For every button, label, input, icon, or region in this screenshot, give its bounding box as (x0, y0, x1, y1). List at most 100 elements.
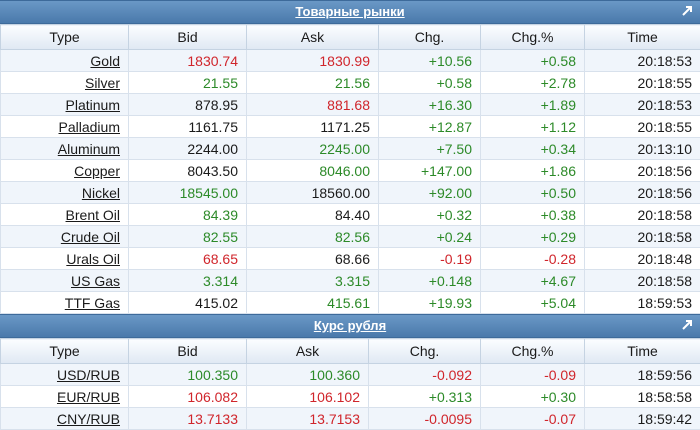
time-cell: 20:18:55 (585, 116, 700, 138)
change-cell: +19.93 (379, 292, 481, 314)
instrument-link[interactable]: Urals Oil (66, 251, 120, 267)
type-cell: TTF Gas (1, 292, 129, 314)
change-cell: +0.313 (369, 386, 481, 408)
instrument-link[interactable]: Platinum (66, 97, 120, 113)
time-cell: 20:18:48 (585, 248, 700, 270)
type-cell: EUR/RUB (1, 386, 129, 408)
bid-cell: 8043.50 (129, 160, 247, 182)
change-cell: +7.50 (379, 138, 481, 160)
column-header: Bid (129, 339, 247, 364)
type-cell: Urals Oil (1, 248, 129, 270)
change-percent-cell: +0.30 (481, 386, 585, 408)
bid-cell: 878.95 (129, 94, 247, 116)
type-cell: Copper (1, 160, 129, 182)
rouble-title-link[interactable]: Курс рубля (314, 318, 386, 333)
ask-cell: 106.102 (247, 386, 369, 408)
ask-cell: 18560.00 (247, 182, 379, 204)
change-cell: +16.30 (379, 94, 481, 116)
column-header: Bid (129, 25, 247, 50)
change-cell: -0.19 (379, 248, 481, 270)
instrument-link[interactable]: Silver (85, 75, 120, 91)
instrument-link[interactable]: Crude Oil (61, 229, 120, 245)
change-cell: +147.00 (379, 160, 481, 182)
ask-cell: 3.315 (247, 270, 379, 292)
ask-cell: 1171.25 (247, 116, 379, 138)
column-header: Time (585, 25, 700, 50)
time-cell: 20:18:58 (585, 270, 700, 292)
bid-cell: 18545.00 (129, 182, 247, 204)
external-link-icon[interactable] (680, 4, 694, 18)
bid-cell: 106.082 (129, 386, 247, 408)
external-link-icon[interactable] (680, 318, 694, 332)
change-cell: +10.56 (379, 50, 481, 72)
change-percent-cell: +0.38 (481, 204, 585, 226)
instrument-link[interactable]: CNY/RUB (57, 411, 120, 427)
time-cell: 20:18:56 (585, 182, 700, 204)
time-cell: 20:18:55 (585, 72, 700, 94)
bid-cell: 82.55 (129, 226, 247, 248)
change-percent-cell: +1.12 (481, 116, 585, 138)
column-header: Chg. (369, 339, 481, 364)
time-cell: 18:59:42 (585, 408, 700, 430)
change-cell: +12.87 (379, 116, 481, 138)
time-cell: 20:18:53 (585, 94, 700, 116)
rouble-header: Курс рубля (0, 314, 700, 338)
change-percent-cell: +5.04 (481, 292, 585, 314)
instrument-link[interactable]: Brent Oil (66, 207, 120, 223)
type-cell: CNY/RUB (1, 408, 129, 430)
instrument-link[interactable]: Aluminum (58, 141, 120, 157)
instrument-link[interactable]: Nickel (82, 185, 120, 201)
time-cell: 20:18:53 (585, 50, 700, 72)
change-cell: +0.58 (379, 72, 481, 94)
instrument-link[interactable]: Palladium (59, 119, 120, 135)
bid-cell: 68.65 (129, 248, 247, 270)
ask-cell: 2245.00 (247, 138, 379, 160)
instrument-link[interactable]: TTF Gas (65, 295, 120, 311)
instrument-link[interactable]: Copper (74, 163, 120, 179)
type-cell: Nickel (1, 182, 129, 204)
instrument-link[interactable]: US Gas (71, 273, 120, 289)
change-percent-cell: -0.28 (481, 248, 585, 270)
change-percent-cell: +0.34 (481, 138, 585, 160)
bid-cell: 1161.75 (129, 116, 247, 138)
ask-cell: 84.40 (247, 204, 379, 226)
column-header: Type (1, 25, 129, 50)
type-cell: Platinum (1, 94, 129, 116)
change-cell: +0.148 (379, 270, 481, 292)
change-percent-cell: -0.09 (481, 364, 585, 386)
type-cell: Crude Oil (1, 226, 129, 248)
time-cell: 20:18:58 (585, 204, 700, 226)
instrument-link[interactable]: USD/RUB (57, 367, 120, 383)
commodities-title-link[interactable]: Товарные рынки (295, 4, 404, 19)
time-cell: 20:13:10 (585, 138, 700, 160)
change-cell: +0.32 (379, 204, 481, 226)
type-cell: US Gas (1, 270, 129, 292)
bid-cell: 100.350 (129, 364, 247, 386)
instrument-link[interactable]: Gold (90, 53, 120, 69)
change-percent-cell: +0.29 (481, 226, 585, 248)
ask-cell: 68.66 (247, 248, 379, 270)
time-cell: 18:59:56 (585, 364, 700, 386)
change-percent-cell: +2.78 (481, 72, 585, 94)
ask-cell: 881.68 (247, 94, 379, 116)
instrument-link[interactable]: EUR/RUB (57, 389, 120, 405)
bid-cell: 415.02 (129, 292, 247, 314)
ask-cell: 415.61 (247, 292, 379, 314)
ask-cell: 1830.99 (247, 50, 379, 72)
bid-cell: 3.314 (129, 270, 247, 292)
time-cell: 18:58:58 (585, 386, 700, 408)
time-cell: 20:18:56 (585, 160, 700, 182)
